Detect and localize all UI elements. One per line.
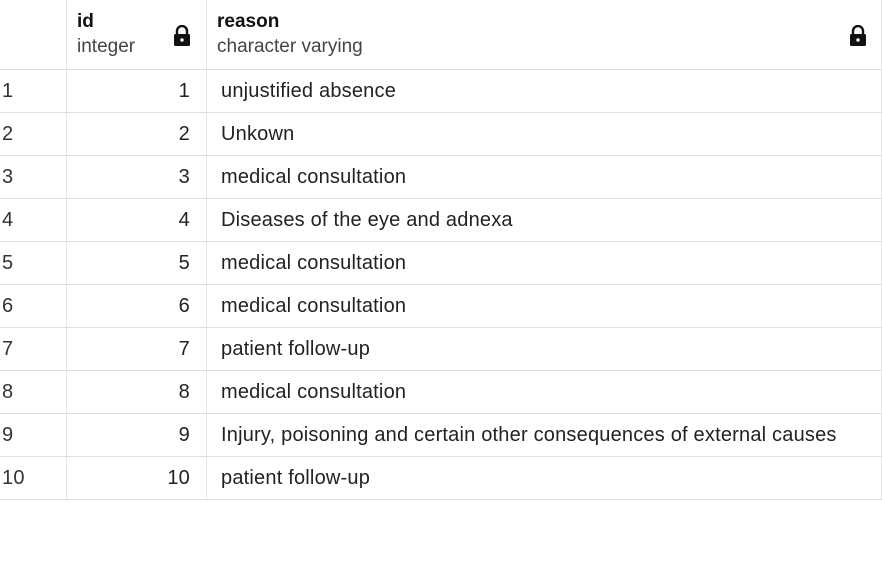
row-number[interactable]: 1: [0, 70, 67, 112]
cell-id[interactable]: 4: [67, 199, 207, 241]
cell-id[interactable]: 1: [67, 70, 207, 112]
cell-reason-text: patient follow-up: [221, 466, 371, 489]
cell-reason-text: patient follow-up: [221, 337, 371, 360]
column-name: id: [77, 10, 94, 32]
row-number[interactable]: 3: [0, 156, 67, 198]
cell-id[interactable]: 8: [67, 371, 207, 413]
column-type: character varying: [217, 35, 363, 57]
header-row: id integer reason character varying: [0, 0, 882, 70]
cell-reason[interactable]: medical consultation: [207, 156, 882, 198]
lock-icon: [850, 25, 866, 46]
cell-reason-text: medical consultation: [221, 165, 407, 188]
cell-reason[interactable]: patient follow-up: [207, 457, 882, 499]
table-row[interactable]: 1 1 unjustified absence: [0, 70, 882, 113]
row-number[interactable]: 6: [0, 285, 67, 327]
data-grid: id integer reason character varying 1 1 …: [0, 0, 882, 500]
row-number[interactable]: 8: [0, 371, 67, 413]
table-row[interactable]: 5 5 medical consultation: [0, 242, 882, 285]
cell-reason[interactable]: patient follow-up: [207, 328, 882, 370]
cell-reason-text: Injury, poisoning and certain other cons…: [221, 423, 837, 446]
table-row[interactable]: 6 6 medical consultation: [0, 285, 882, 328]
row-number[interactable]: 9: [0, 414, 67, 456]
cell-id[interactable]: 6: [67, 285, 207, 327]
table-row[interactable]: 4 4 Diseases of the eye and adnexa: [0, 199, 882, 242]
table-row[interactable]: 8 8 medical consultation: [0, 371, 882, 414]
cell-id[interactable]: 10: [67, 457, 207, 499]
cell-id[interactable]: 9: [67, 414, 207, 456]
table-row[interactable]: 2 2 Unkown: [0, 113, 882, 156]
row-number-header[interactable]: [0, 0, 67, 69]
row-number[interactable]: 10: [0, 457, 67, 499]
column-type: integer: [77, 35, 136, 57]
cell-id[interactable]: 7: [67, 328, 207, 370]
cell-id[interactable]: 3: [67, 156, 207, 198]
row-number[interactable]: 7: [0, 328, 67, 370]
row-number[interactable]: 2: [0, 113, 67, 155]
column-name: reason: [217, 10, 280, 32]
cell-id[interactable]: 5: [67, 242, 207, 284]
table-row[interactable]: 7 7 patient follow-up: [0, 328, 882, 371]
row-number[interactable]: 5: [0, 242, 67, 284]
cell-reason[interactable]: medical consultation: [207, 285, 882, 327]
cell-reason[interactable]: medical consultation: [207, 371, 882, 413]
cell-reason-text: Diseases of the eye and adnexa: [221, 208, 513, 231]
cell-reason-text: unjustified absence: [221, 79, 397, 102]
cell-reason-text: medical consultation: [221, 294, 407, 317]
column-header-id[interactable]: id integer: [67, 0, 207, 69]
cell-id[interactable]: 2: [67, 113, 207, 155]
cell-reason[interactable]: Diseases of the eye and adnexa: [207, 199, 882, 241]
column-header-reason[interactable]: reason character varying: [207, 0, 882, 69]
table-row[interactable]: 9 9 Injury, poisoning and certain other …: [0, 414, 882, 457]
cell-reason[interactable]: medical consultation: [207, 242, 882, 284]
cell-reason-text: medical consultation: [221, 251, 407, 274]
cell-reason-text: medical consultation: [221, 380, 407, 403]
cell-reason-text: Unkown: [221, 122, 295, 145]
cell-reason[interactable]: Unkown: [207, 113, 882, 155]
lock-icon: [174, 25, 190, 46]
row-number[interactable]: 4: [0, 199, 67, 241]
table-row[interactable]: 3 3 medical consultation: [0, 156, 882, 199]
cell-reason[interactable]: unjustified absence: [207, 70, 882, 112]
table-row[interactable]: 10 10 patient follow-up: [0, 457, 882, 500]
cell-reason[interactable]: Injury, poisoning and certain other cons…: [207, 414, 882, 456]
